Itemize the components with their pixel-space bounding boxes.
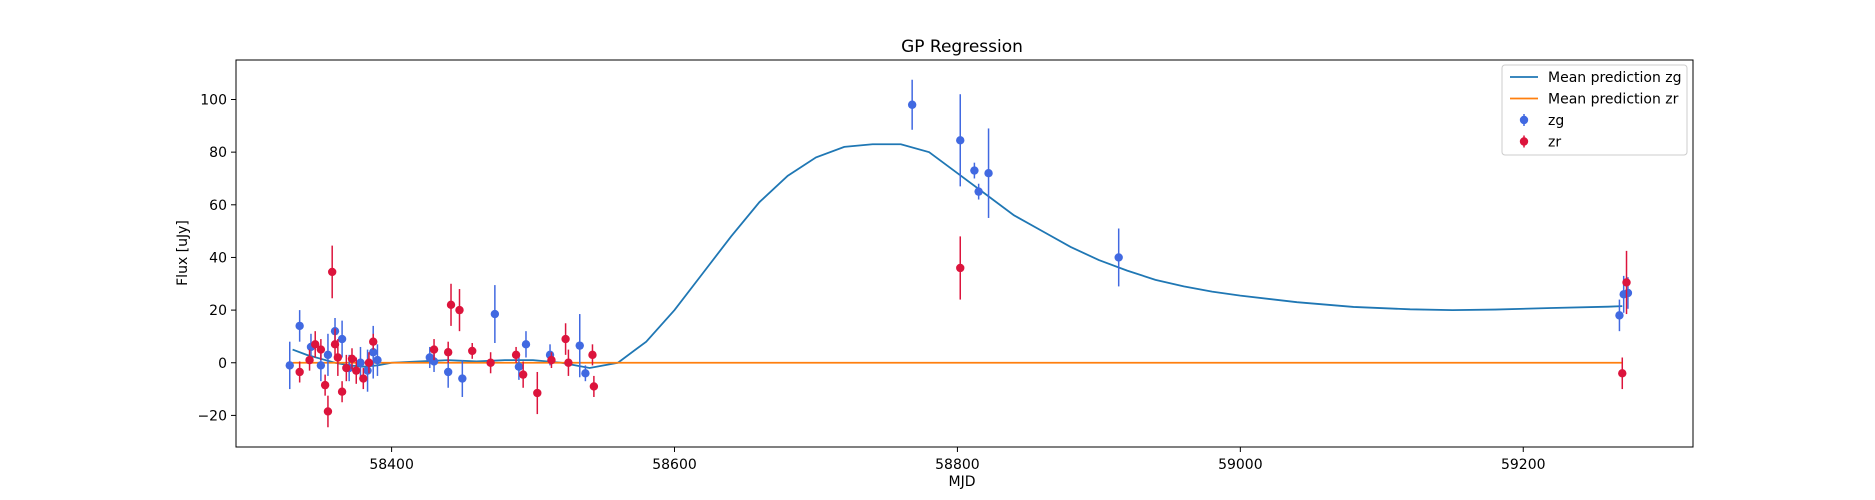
x-axis-label: MJD bbox=[949, 474, 976, 490]
data-point bbox=[455, 305, 464, 315]
data-point bbox=[588, 350, 597, 360]
plot-frame bbox=[235, 59, 1694, 448]
data-point bbox=[429, 357, 439, 366]
data-point bbox=[1615, 311, 1624, 320]
data-point bbox=[581, 369, 590, 378]
data-point bbox=[323, 350, 333, 360]
data-point bbox=[295, 367, 304, 377]
data-point bbox=[364, 358, 374, 367]
data-point bbox=[490, 309, 500, 319]
data-point bbox=[446, 300, 456, 310]
plot-area bbox=[236, 60, 1693, 447]
chart-title: GP Regression bbox=[901, 37, 1023, 57]
data-point bbox=[511, 350, 521, 360]
x-tick-label: 59200 bbox=[1501, 457, 1546, 473]
data-point bbox=[547, 355, 556, 365]
data-point bbox=[311, 340, 320, 349]
data-point bbox=[337, 387, 347, 396]
data-point bbox=[1114, 253, 1123, 262]
data-point bbox=[468, 346, 477, 356]
data-point bbox=[533, 388, 542, 398]
data-point bbox=[359, 374, 368, 383]
legend-box bbox=[1501, 64, 1688, 156]
data-point bbox=[486, 358, 495, 367]
data-point bbox=[956, 136, 965, 145]
data-point bbox=[320, 380, 330, 390]
legend-entry-label: zg bbox=[1548, 113, 1564, 129]
data-point bbox=[589, 382, 599, 391]
x-axis: 58400 58600 58800 59000 59200 bbox=[369, 447, 1546, 473]
data-point bbox=[363, 366, 372, 375]
y-axis-label: Flux [uJy] bbox=[175, 220, 191, 286]
data-point bbox=[295, 321, 304, 331]
data-point bbox=[369, 348, 378, 357]
x-tick-label: 58800 bbox=[935, 457, 980, 473]
data-point bbox=[333, 353, 343, 362]
y-tick-label: 0 bbox=[218, 356, 227, 372]
legend: Mean prediction zg Mean prediction zr zg zr bbox=[1501, 64, 1688, 156]
data-point bbox=[373, 355, 382, 365]
data-point bbox=[561, 334, 570, 344]
legend-marker-swatch bbox=[1519, 115, 1529, 125]
data-point bbox=[564, 358, 573, 367]
x-tick-label: 58400 bbox=[369, 457, 414, 473]
data-point bbox=[956, 263, 965, 273]
data-point bbox=[323, 407, 333, 416]
y-tick-label: 60 bbox=[209, 198, 227, 214]
data-point bbox=[443, 348, 453, 357]
data-point bbox=[458, 374, 467, 383]
data-point bbox=[327, 267, 337, 277]
data-point bbox=[575, 341, 584, 350]
data-point bbox=[369, 337, 378, 346]
legend-entry-label: Mean prediction zr bbox=[1548, 92, 1679, 108]
x-tick-label: 58600 bbox=[652, 457, 697, 473]
y-tick-label: −20 bbox=[197, 408, 227, 424]
data-point bbox=[305, 355, 314, 365]
data-point bbox=[429, 345, 439, 354]
y-tick-label: 100 bbox=[200, 92, 227, 108]
series-layer bbox=[285, 79, 1633, 428]
data-point bbox=[984, 169, 993, 178]
data-point bbox=[316, 345, 326, 354]
data-point bbox=[521, 340, 531, 349]
data-point bbox=[443, 367, 453, 377]
data-point bbox=[356, 358, 365, 367]
data-point bbox=[1623, 288, 1633, 298]
legend-marker-swatch bbox=[1519, 137, 1529, 146]
data-point bbox=[970, 166, 979, 175]
data-point bbox=[514, 362, 524, 371]
y-tick-label: 20 bbox=[209, 303, 227, 319]
y-tick-label: 80 bbox=[209, 145, 227, 161]
data-point bbox=[342, 363, 351, 373]
data-point bbox=[316, 361, 326, 370]
data-point bbox=[337, 334, 347, 344]
data-point bbox=[974, 187, 983, 196]
y-tick-label: 40 bbox=[209, 250, 227, 266]
y-axis: −20 0 20 40 60 80 100 bbox=[197, 92, 236, 424]
data-point bbox=[1622, 278, 1631, 287]
legend-entry-label: Mean prediction zg bbox=[1548, 70, 1682, 86]
data-point bbox=[352, 366, 361, 375]
x-tick-label: 59000 bbox=[1218, 457, 1263, 473]
data-point bbox=[907, 100, 917, 109]
data-point bbox=[518, 370, 528, 379]
legend-entry-label: zr bbox=[1548, 135, 1561, 151]
data-point bbox=[347, 354, 357, 364]
data-point bbox=[1618, 369, 1627, 378]
data-point bbox=[285, 361, 294, 370]
